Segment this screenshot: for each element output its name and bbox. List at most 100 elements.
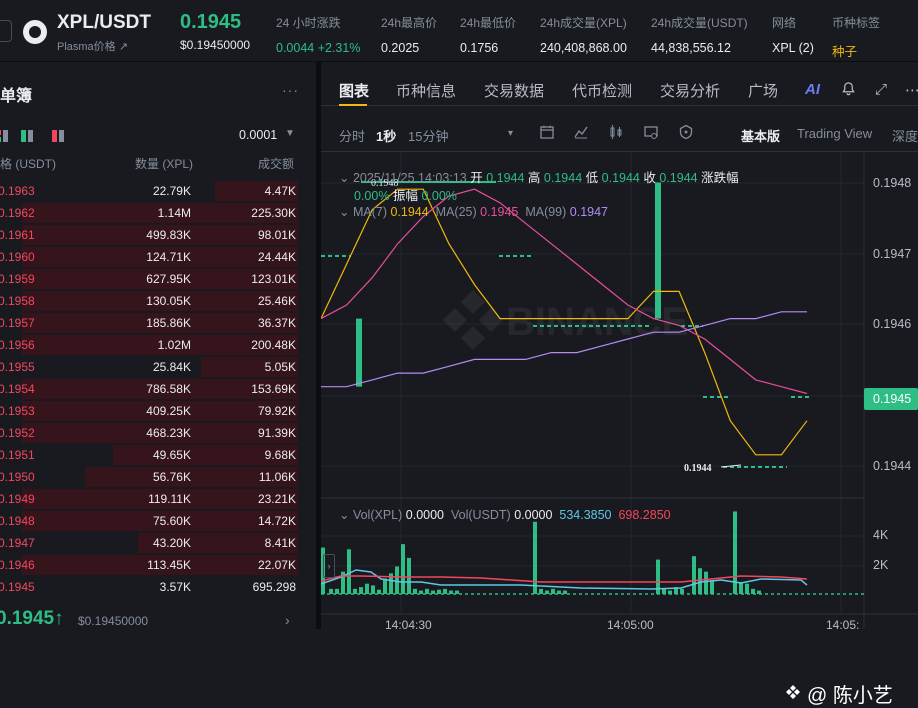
ask-total: 11.06K — [258, 470, 296, 484]
ask-row[interactable]: 0.1947 43.20K 8.41K — [0, 532, 298, 554]
ask-qty: 1.14M — [157, 206, 191, 220]
chart-settings-icon[interactable] — [643, 124, 659, 140]
ask-row[interactable]: 0.1957 185.86K 36.37K — [0, 312, 298, 334]
orderbook-last-price-usd: $0.19450000 — [78, 614, 149, 628]
ask-qty: 113.45K — [147, 558, 191, 572]
view-basic[interactable]: 基本版 — [741, 129, 781, 144]
ask-row[interactable]: 0.1945 3.57K 695.298 — [0, 576, 298, 598]
ask-price: 0.1948 — [0, 514, 35, 528]
vol-xpl-value: 0.0000 — [405, 508, 445, 522]
view-trading-view[interactable]: Trading View — [797, 126, 873, 141]
volume-bar — [365, 583, 369, 594]
ask-row[interactable]: 0.1960 124.71K 24.44K — [0, 246, 298, 268]
interval-timeline[interactable]: 分时 — [339, 129, 366, 144]
depth-bar — [22, 511, 298, 531]
legend-amp: 0.00% — [421, 189, 457, 203]
ask-row[interactable]: 0.1953 409.25K 79.92K — [0, 400, 298, 422]
time-tick: 14:04:30 — [385, 618, 432, 632]
collapse-handle[interactable]: › — [323, 554, 335, 578]
tab-coin-info[interactable]: 币种信息 — [396, 83, 457, 100]
ask-row[interactable]: 0.1946 113.45K 22.07K — [0, 554, 298, 576]
stat-label: 币种标签 — [832, 16, 881, 30]
ai-icon[interactable]: AI — [805, 81, 820, 98]
legend-time: 2025/11/25 14:03:13 — [352, 171, 467, 185]
ask-row[interactable]: 0.1950 56.76K 11.06K — [0, 466, 298, 488]
orderbook-asks-mode-icon[interactable] — [52, 130, 64, 142]
volume-bar — [401, 544, 405, 594]
shield-icon[interactable] — [678, 124, 694, 140]
ask-qty: 49.65K — [152, 448, 191, 462]
legend-caret[interactable]: ⌄ — [339, 171, 353, 185]
ask-row[interactable]: 0.1949 119.11K 23.21K — [0, 488, 298, 510]
legend-caret[interactable]: ⌄ — [339, 205, 353, 219]
ticker-header: XPL/USDT Plasma价格 ↗ 0.1945 $0.19450000 2… — [0, 0, 918, 62]
ask-price: 0.1957 — [0, 316, 35, 330]
pair-subtitle-link[interactable]: Plasma价格 ↗ — [57, 38, 128, 54]
ask-row[interactable]: 0.1962 1.14M 225.30K — [0, 202, 298, 224]
depth-bar — [22, 335, 298, 355]
order-book-title: 订单簿 — [0, 88, 33, 105]
depth-bar — [22, 555, 298, 575]
ask-row[interactable]: 0.1956 1.02M 200.48K — [0, 334, 298, 356]
legend-caret[interactable]: ⌄ — [339, 508, 353, 522]
ma25-line — [321, 188, 808, 395]
kline-chart[interactable]: BINANCE 0.1944 0.1948 — [321, 152, 918, 707]
panel-divider — [316, 62, 321, 629]
tab-token-check[interactable]: 代币检测 — [572, 83, 633, 100]
ask-qty: 43.20K — [152, 536, 191, 550]
ask-row[interactable]: 0.1959 627.95K 123.01K — [0, 268, 298, 290]
candle-style-icon[interactable] — [608, 124, 624, 140]
ask-row[interactable]: 0.1958 130.05K 25.46K — [0, 290, 298, 312]
tab-trade-analysis[interactable]: 交易分析 — [660, 83, 721, 100]
volume-tick: 4K — [873, 528, 889, 542]
interval-dropdown-icon[interactable]: ▾ — [508, 128, 514, 139]
expand-icon[interactable]: ⤢ — [875, 81, 888, 98]
favorite-star-icon[interactable] — [0, 20, 12, 42]
interval-1s[interactable]: 1秒 — [376, 129, 397, 144]
ask-total: 25.46K — [257, 294, 296, 308]
precision-select[interactable]: 0.0001 — [239, 128, 278, 142]
tab-square[interactable]: 广场 — [748, 83, 779, 100]
header-last-price: 0.1945 — [180, 11, 242, 33]
orderbook-both-mode-icon[interactable] — [0, 130, 8, 142]
view-depth[interactable]: 深度 — [892, 129, 918, 144]
header-last-price-usd: $0.19450000 — [180, 38, 251, 52]
chevron-right-icon[interactable]: › — [285, 612, 290, 628]
ask-total: 123.01K — [251, 272, 296, 286]
ask-row[interactable]: 0.1963 22.79K 4.47K — [0, 180, 298, 202]
pair-subtitle: Plasma价格 — [57, 41, 116, 53]
interval-15m[interactable]: 15分钟 — [408, 129, 449, 144]
kline-canvas[interactable]: BINANCE 0.1944 0.1948 — [321, 152, 918, 629]
ask-price: 0.1954 — [0, 382, 35, 396]
volume-bar — [757, 590, 761, 594]
tab-trade-data[interactable]: 交易数据 — [484, 83, 545, 100]
external-link-icon: ↗ — [118, 41, 128, 53]
ask-row[interactable]: 0.1951 49.65K 9.68K — [0, 444, 298, 466]
more-menu-icon[interactable]: ⋯ — [905, 82, 918, 99]
pair-name[interactable]: XPL/USDT — [57, 12, 151, 33]
depth-bar — [201, 357, 298, 377]
volume-bar — [395, 566, 399, 594]
stat-label: 24h最低价 — [460, 16, 517, 30]
tab-chart[interactable]: 图表 — [339, 83, 370, 100]
stat-label: 24 小时涨跌 — [276, 16, 341, 30]
ask-row[interactable]: 0.1961 499.83K 98.01K — [0, 224, 298, 246]
chevron-down-icon[interactable]: ▼ — [285, 128, 295, 139]
depth-bar — [22, 401, 298, 421]
ask-row[interactable]: 0.1955 25.84K 5.05K — [0, 356, 298, 378]
depth-bar — [22, 379, 298, 399]
bell-icon[interactable] — [841, 81, 856, 100]
orderbook-bids-mode-icon[interactable] — [21, 130, 33, 142]
more-options-icon[interactable]: ··· — [282, 82, 299, 98]
stat-24h-volume-xpl: 24h成交量(XPL) 240,408,868.00 — [540, 14, 627, 55]
calendar-icon[interactable] — [539, 124, 555, 140]
stat-network[interactable]: 网络 XPL (2) — [772, 14, 814, 55]
active-tab-indicator — [339, 104, 367, 106]
ask-row[interactable]: 0.1954 786.58K 153.69K — [0, 378, 298, 400]
indicator-icon[interactable] — [573, 124, 589, 140]
ask-row[interactable]: 0.1948 75.60K 14.72K — [0, 510, 298, 532]
ask-total: 36.37K — [257, 316, 296, 330]
volume-bar — [674, 587, 678, 594]
ask-row[interactable]: 0.1952 468.23K 91.39K — [0, 422, 298, 444]
col-header-total: 成交额 — [258, 157, 295, 171]
